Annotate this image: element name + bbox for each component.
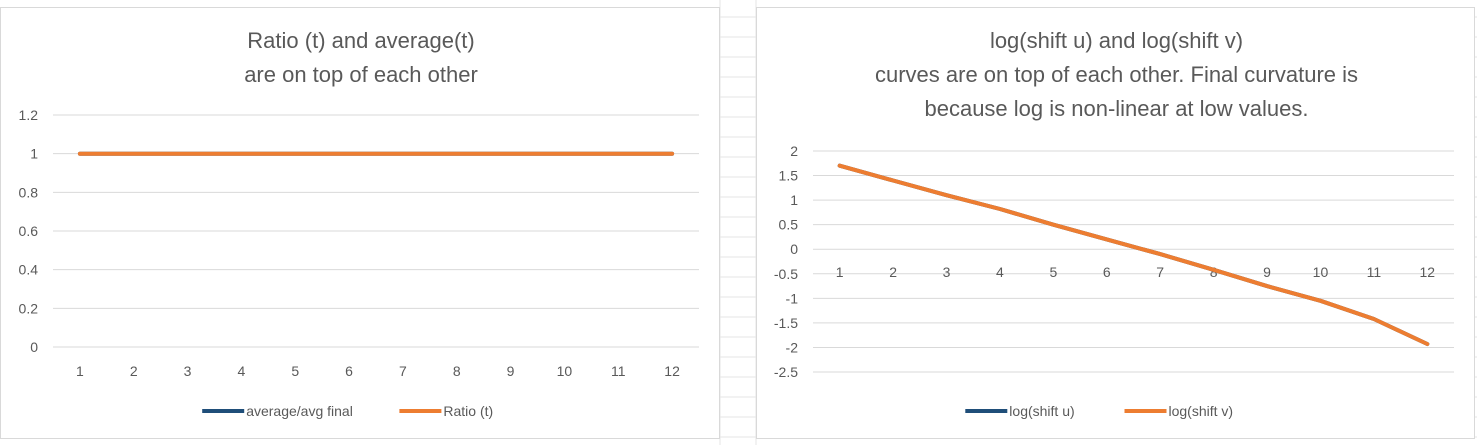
- x-tick-label: 8: [453, 363, 461, 379]
- x-tick-label: 5: [291, 363, 299, 379]
- y-tick-label: 0.4: [19, 262, 39, 278]
- x-tick-label: 6: [345, 363, 353, 379]
- x-tick-label: 11: [611, 363, 626, 379]
- y-tick-label: 1: [30, 146, 38, 162]
- x-tick-label: 11: [1367, 264, 1382, 280]
- chart-title-line: because log is non-linear at low values.: [924, 96, 1308, 121]
- legend-label: log(shift v): [1169, 403, 1234, 419]
- chart-title-line: log(shift u) and log(shift v): [990, 28, 1243, 53]
- x-tick-label: 12: [1420, 264, 1436, 280]
- y-tick-label: 0.5: [779, 217, 799, 233]
- y-tick-label: 0.8: [19, 184, 39, 200]
- series-line-2: [837, 163, 1430, 346]
- legend-label: log(shift u): [1009, 403, 1074, 419]
- y-tick-label: -1.5: [774, 315, 798, 331]
- y-tick-label: 1.5: [779, 168, 799, 184]
- x-tick-label: 4: [996, 264, 1004, 280]
- chart-ratio-average-svg: Ratio (t) and average(t) are on top of ea…: [19, 28, 699, 419]
- x-tick-label: 12: [664, 363, 680, 379]
- x-tick-label: 7: [399, 363, 407, 379]
- legend-label: Ratio (t): [443, 403, 493, 419]
- y-tick-label: 0.2: [19, 300, 39, 316]
- series-line-1: [837, 163, 1430, 346]
- y-tick-label: 1.2: [19, 107, 39, 123]
- x-tick-label: 3: [184, 363, 192, 379]
- y-tick-label: 0: [30, 339, 38, 355]
- chart-log-shift[interactable]: log(shift u) and log(shift v) curves are …: [756, 7, 1475, 439]
- y-tick-label: -0.5: [774, 266, 798, 282]
- chart-title-line: Ratio (t) and average(t): [247, 28, 474, 53]
- x-tick-label: 3: [943, 264, 951, 280]
- x-tick-label: 9: [507, 363, 515, 379]
- y-tick-label: -2.5: [774, 364, 798, 380]
- y-tick-label: 2: [790, 143, 798, 159]
- chart-ratio-average[interactable]: Ratio (t) and average(t) are on top of ea…: [0, 7, 720, 439]
- x-tick-label: 2: [889, 264, 897, 280]
- y-tick-label: -1: [786, 290, 799, 306]
- x-tick-label: 2: [130, 363, 138, 379]
- x-tick-label: 1: [76, 363, 84, 379]
- x-tick-label: 10: [557, 363, 573, 379]
- chart-title-line: are on top of each other: [244, 62, 478, 87]
- legend-label: average/avg final: [246, 403, 353, 419]
- y-tick-label: 0.6: [19, 223, 39, 239]
- x-tick-label: 1: [836, 264, 844, 280]
- x-tick-label: 9: [1263, 264, 1271, 280]
- y-tick-label: 0: [790, 241, 798, 257]
- x-tick-label: 5: [1049, 264, 1057, 280]
- x-tick-label: 8: [1210, 264, 1218, 280]
- chart-title-line: curves are on top of each other. Final c…: [875, 62, 1358, 87]
- x-tick-label: 6: [1103, 264, 1111, 280]
- chart-log-shift-svg: log(shift u) and log(shift v) curves are …: [774, 28, 1454, 419]
- y-tick-label: 1: [790, 192, 798, 208]
- x-tick-label: 4: [238, 363, 246, 379]
- x-tick-label: 10: [1313, 264, 1329, 280]
- x-tick-label: 7: [1156, 264, 1164, 280]
- y-tick-label: -2: [786, 339, 799, 355]
